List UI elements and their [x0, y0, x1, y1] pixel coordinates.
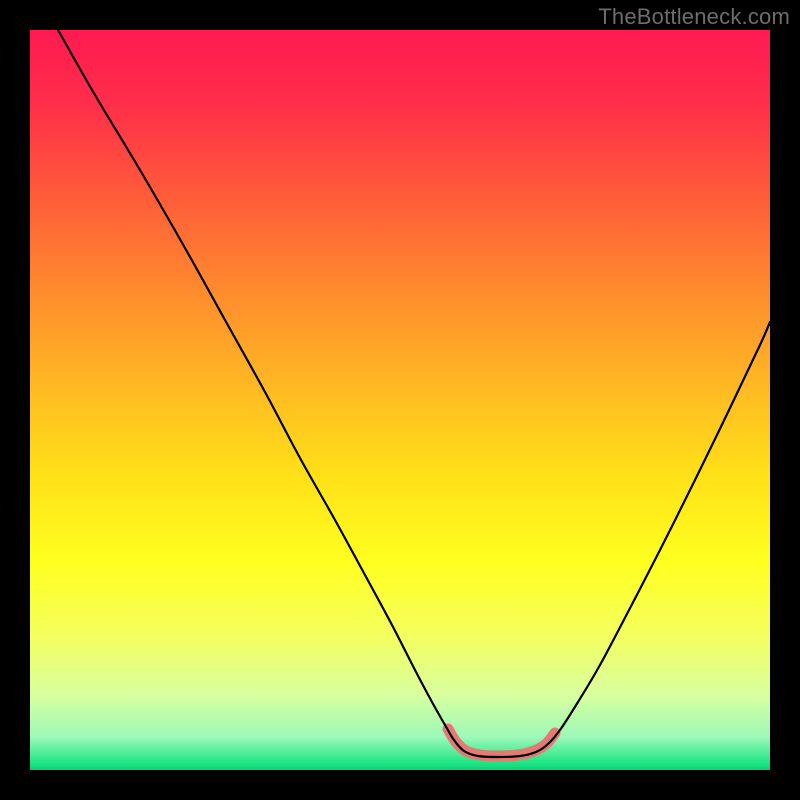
chart-gradient-area — [30, 30, 770, 770]
watermark-text: TheBottleneck.com — [598, 4, 790, 30]
bottleneck-chart — [0, 0, 800, 800]
chart-container: TheBottleneck.com — [0, 0, 800, 800]
